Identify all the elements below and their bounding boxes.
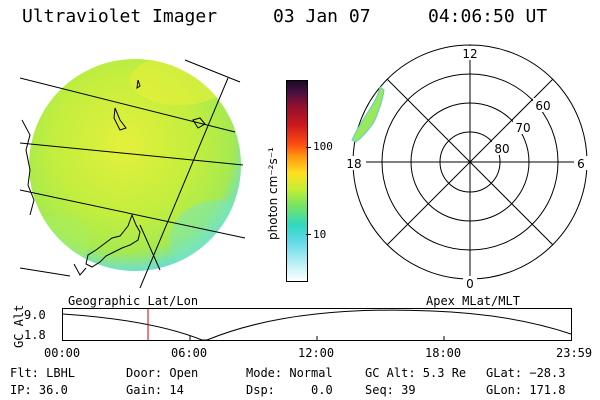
mlt-line xyxy=(386,78,554,246)
status-glat: GLat: −28.3 xyxy=(486,366,566,380)
date-label: 03 Jan 07 xyxy=(273,6,371,27)
mlt-label-12: 12 xyxy=(462,47,477,61)
geographic-label: Geographic Lat/Lon xyxy=(68,294,199,308)
x-tick: 00:00 xyxy=(44,346,81,360)
mlat-label-80: 80 xyxy=(494,142,509,156)
mlt-label-6: 6 xyxy=(577,157,585,171)
colorbar-unit-label: photon cm⁻²s⁻¹ xyxy=(266,147,280,240)
status-mode: Mode: Normal xyxy=(246,366,333,380)
colorbar-tick xyxy=(306,147,311,148)
status-gc-alt: GC Alt: 5.3 Re xyxy=(365,366,467,380)
altitude-plot xyxy=(62,308,572,341)
status-ip: IP: 36.0 xyxy=(10,383,68,397)
altitude-ytick: 1.8 xyxy=(24,328,46,342)
time-label: 04:06:50 UT xyxy=(428,6,548,27)
instrument-title: Ultraviolet Imager xyxy=(22,6,218,27)
plot-frame xyxy=(62,308,572,341)
polar-dial: 12 18 6 0 60 70 80 xyxy=(344,44,588,291)
altitude-curve xyxy=(62,309,572,341)
x-tick: 06:00 xyxy=(171,346,208,360)
colorbar xyxy=(286,80,308,282)
mlat-label-70: 70 xyxy=(515,121,530,135)
colorbar-tick-label: 10 xyxy=(313,228,327,241)
altitude-ytick: 9.0 xyxy=(24,308,46,322)
colorbar-tick-label: 100 xyxy=(313,140,333,153)
x-tick: 12:00 xyxy=(298,346,335,360)
aurora-overlay xyxy=(351,86,385,143)
x-tick: 18:00 xyxy=(425,346,462,360)
lat-lon-grid xyxy=(19,59,246,289)
status-filter: Flt: LBHL xyxy=(10,366,76,380)
status-gain: Gain: 14 xyxy=(126,383,184,397)
status-seq: Seq: 39 xyxy=(365,383,416,397)
mlt-label-18: 18 xyxy=(346,157,361,171)
apex-label: Apex MLat/MLT xyxy=(426,294,520,308)
x-tick: 23:59 xyxy=(556,346,593,360)
status-door: Door: Open xyxy=(126,366,199,380)
status-dsp: Dsp: 0.0 xyxy=(246,383,333,397)
mlt-label-0: 0 xyxy=(466,277,474,291)
mlat-label-60: 60 xyxy=(535,99,550,113)
colorbar-tick xyxy=(306,234,311,235)
geographic-image xyxy=(19,59,246,289)
status-glon: GLon: 171.8 xyxy=(486,383,566,397)
